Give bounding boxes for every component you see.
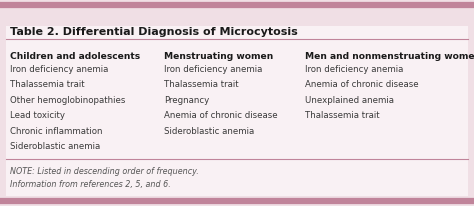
Text: Sideroblastic anemia: Sideroblastic anemia [164,126,254,135]
Text: Unexplained anemia: Unexplained anemia [305,96,394,104]
Text: Table 2. Differential Diagnosis of Microcytosis: Table 2. Differential Diagnosis of Micro… [10,27,298,37]
Text: Children and adolescents: Children and adolescents [10,52,140,61]
Text: Iron deficiency anemia: Iron deficiency anemia [164,65,263,74]
Text: Chronic inflammation: Chronic inflammation [10,126,102,135]
Text: Anemia of chronic disease: Anemia of chronic disease [305,80,419,89]
Text: Information from references 2, 5, and 6.: Information from references 2, 5, and 6. [10,179,171,188]
Text: Thalassemia trait: Thalassemia trait [305,111,380,120]
Text: Sideroblastic anemia: Sideroblastic anemia [10,142,100,151]
Text: Anemia of chronic disease: Anemia of chronic disease [164,111,278,120]
FancyBboxPatch shape [6,27,468,196]
Text: Thalassemia trait: Thalassemia trait [10,80,85,89]
Text: Iron deficiency anemia: Iron deficiency anemia [10,65,109,74]
Text: Iron deficiency anemia: Iron deficiency anemia [305,65,403,74]
Text: Menstruating women: Menstruating women [164,52,273,61]
Text: Lead toxicity: Lead toxicity [10,111,65,120]
Text: Thalassemia trait: Thalassemia trait [164,80,238,89]
Text: NOTE: Listed in descending order of frequency.: NOTE: Listed in descending order of freq… [10,166,199,175]
Text: Pregnancy: Pregnancy [164,96,209,104]
Text: Men and nonmenstruating women: Men and nonmenstruating women [305,52,474,61]
Text: Other hemoglobinopathies: Other hemoglobinopathies [10,96,126,104]
